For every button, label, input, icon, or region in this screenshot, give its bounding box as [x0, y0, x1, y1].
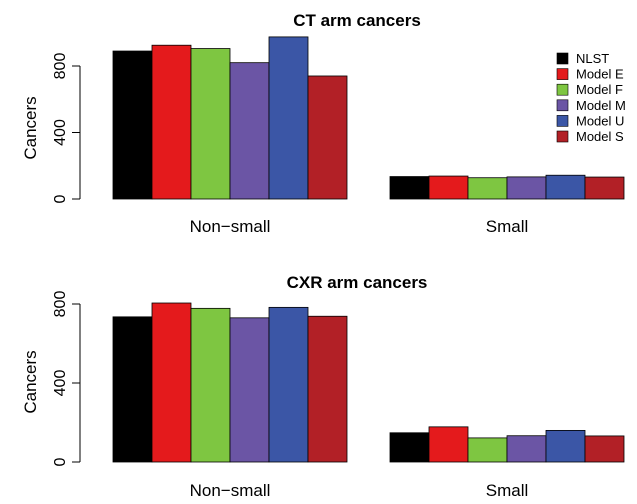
- bar: [269, 37, 308, 199]
- bar: [191, 49, 230, 199]
- category-label: Non−small: [190, 217, 271, 236]
- bars: [113, 37, 624, 199]
- legend-swatch: [557, 69, 568, 80]
- ct-arm-panel: CT arm cancers Cancers 0 400 800 Non−small…: [21, 11, 624, 236]
- category-label: Small: [486, 481, 529, 500]
- bar: [113, 51, 152, 199]
- bar: [429, 427, 468, 462]
- bar: [308, 316, 347, 462]
- bar: [507, 436, 546, 462]
- category-labels: Non−small Small: [190, 481, 529, 500]
- cxr-arm-panel: CXR arm cancers Cancers 0 400 800 Non−smal…: [21, 273, 624, 500]
- legend-swatch: [557, 53, 568, 64]
- bar: [507, 177, 546, 199]
- y-axis: 0 400 800: [52, 291, 80, 467]
- y-axis: 0 400 800: [52, 53, 80, 204]
- legend-swatch: [557, 100, 568, 111]
- bar: [152, 45, 191, 199]
- bar: [546, 175, 585, 199]
- bar: [468, 438, 507, 462]
- y-tick-label: 0: [52, 457, 69, 466]
- category-labels: Non−small Small: [190, 217, 529, 236]
- legend-label: Model M: [576, 98, 626, 113]
- y-tick-label: 800: [52, 291, 69, 318]
- bar: [269, 307, 308, 462]
- bar: [468, 178, 507, 199]
- legend-swatch: [557, 115, 568, 126]
- bar: [308, 76, 347, 199]
- y-axis-label: Cancers: [21, 96, 40, 159]
- y-tick-label: 800: [52, 53, 69, 80]
- bar: [113, 317, 152, 462]
- legend-swatch: [557, 84, 568, 95]
- category-label: Small: [486, 217, 529, 236]
- bar: [390, 177, 429, 199]
- panel-title: CT arm cancers: [293, 11, 421, 30]
- bar: [585, 177, 624, 199]
- y-tick-label: 400: [52, 119, 69, 146]
- legend-label: Model S: [576, 129, 624, 144]
- legend-label: Model F: [576, 82, 623, 97]
- bar: [585, 436, 624, 462]
- bar: [230, 63, 269, 199]
- legend-label: NLST: [576, 51, 609, 66]
- bar: [429, 176, 468, 199]
- y-tick-label: 0: [52, 194, 69, 203]
- bars: [113, 303, 624, 462]
- y-tick-label: 400: [52, 370, 69, 397]
- legend-label: Model U: [576, 113, 624, 128]
- category-label: Non−small: [190, 481, 271, 500]
- bar: [191, 308, 230, 462]
- legend-swatch: [557, 131, 568, 142]
- bar: [230, 318, 269, 462]
- y-axis-label: Cancers: [21, 350, 40, 413]
- bar: [546, 430, 585, 462]
- bar: [390, 433, 429, 462]
- legend-label: Model E: [576, 67, 624, 82]
- panel-title: CXR arm cancers: [287, 273, 428, 292]
- bar: [152, 303, 191, 462]
